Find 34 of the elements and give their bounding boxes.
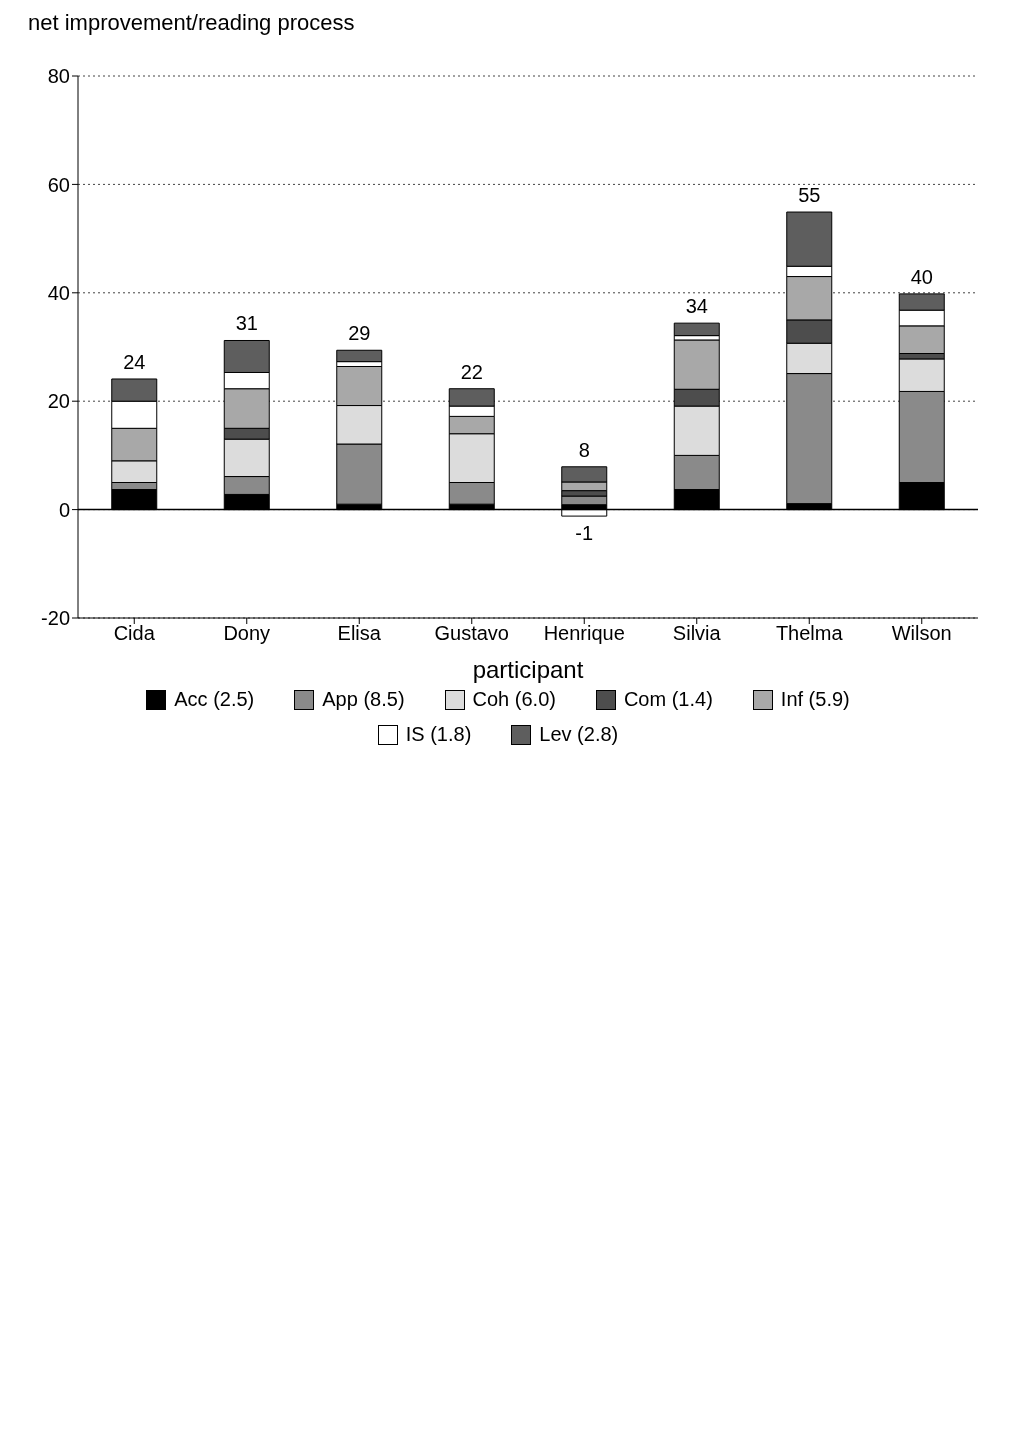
legend-label: App (8.5): [322, 688, 405, 711]
legend-label: Lev (2.8): [539, 723, 619, 746]
y-tick-label: 60: [47, 173, 70, 196]
x-tick-label: Cida: [113, 622, 156, 645]
y-tick-label: 80: [47, 65, 70, 88]
y-tick-label: -20: [41, 607, 70, 630]
y-tick-label: 40: [47, 281, 70, 304]
bar: [673, 322, 720, 337]
total-label: 55: [798, 184, 821, 207]
total-label: 34: [685, 295, 708, 318]
total-label: 31: [235, 312, 258, 335]
y-axis-title: net improvement/reading process: [28, 10, 356, 36]
x-tick-label: Elisa: [337, 622, 382, 645]
total-label: 8: [578, 438, 590, 461]
x-tick-label: Gustavo: [434, 622, 509, 645]
annotation: -1: [575, 522, 594, 545]
x-tick-label: Thelma: [775, 622, 844, 645]
x-tick-label: Wilson: [891, 622, 952, 645]
x-axis-title: participant: [472, 656, 584, 683]
x-tick-label: Silvia: [672, 622, 722, 645]
x-tick-label: Henrique: [543, 622, 625, 645]
y-tick-label: 0: [58, 498, 70, 521]
total-label: 40: [910, 265, 933, 288]
legend-label: IS (1.8): [405, 723, 472, 746]
total-label: 29: [348, 322, 371, 345]
x-tick-label: Dony: [223, 622, 271, 645]
legend-label: Inf (5.9): [780, 688, 850, 711]
total-label: 22: [460, 360, 483, 383]
legend-label: Acc (2.5): [174, 688, 255, 711]
total-label: 24: [123, 350, 146, 373]
legend-label: Coh (6.0): [472, 688, 556, 711]
legend-label: Com (1.4): [623, 688, 713, 711]
bar: [336, 349, 383, 363]
y-tick-label: 20: [47, 390, 70, 413]
